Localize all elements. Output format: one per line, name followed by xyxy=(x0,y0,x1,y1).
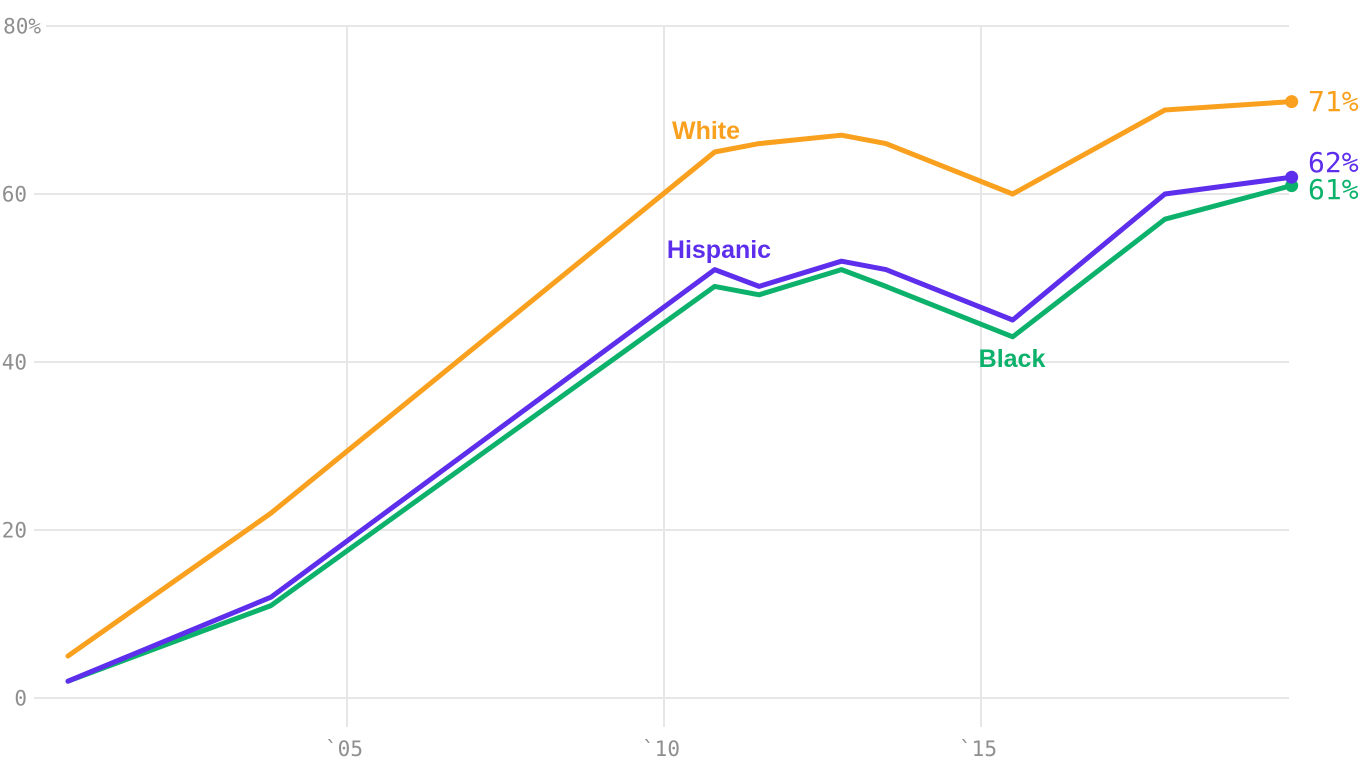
y-tick-label-60: 60 xyxy=(2,183,27,207)
series-line-white xyxy=(65,99,1295,659)
x-tick-label-2010: `10 xyxy=(642,737,680,761)
end-value-label-black: 61% xyxy=(1308,173,1359,206)
series-label-white: White xyxy=(672,117,740,145)
series-label-black: Black xyxy=(979,345,1046,373)
x-tick-label-2005: `05 xyxy=(325,737,363,761)
series-label-hispanic: Hispanic xyxy=(667,236,771,264)
series-endpoint-dot-hispanic xyxy=(1285,170,1299,184)
y-tick-label-40: 40 xyxy=(2,351,27,375)
series-line-hispanic xyxy=(65,174,1295,684)
series-line-black xyxy=(65,183,1295,684)
y-tick-label-80: 80% xyxy=(3,15,41,39)
series-endpoint-dot-white xyxy=(1285,95,1299,109)
end-value-label-hispanic: 62% xyxy=(1308,146,1359,179)
end-value-label-white: 71% xyxy=(1308,85,1359,118)
x-tick-label-2015: `15 xyxy=(959,737,997,761)
y-tick-label-0: 0 xyxy=(14,687,27,711)
y-tick-label-20: 20 xyxy=(2,519,27,543)
